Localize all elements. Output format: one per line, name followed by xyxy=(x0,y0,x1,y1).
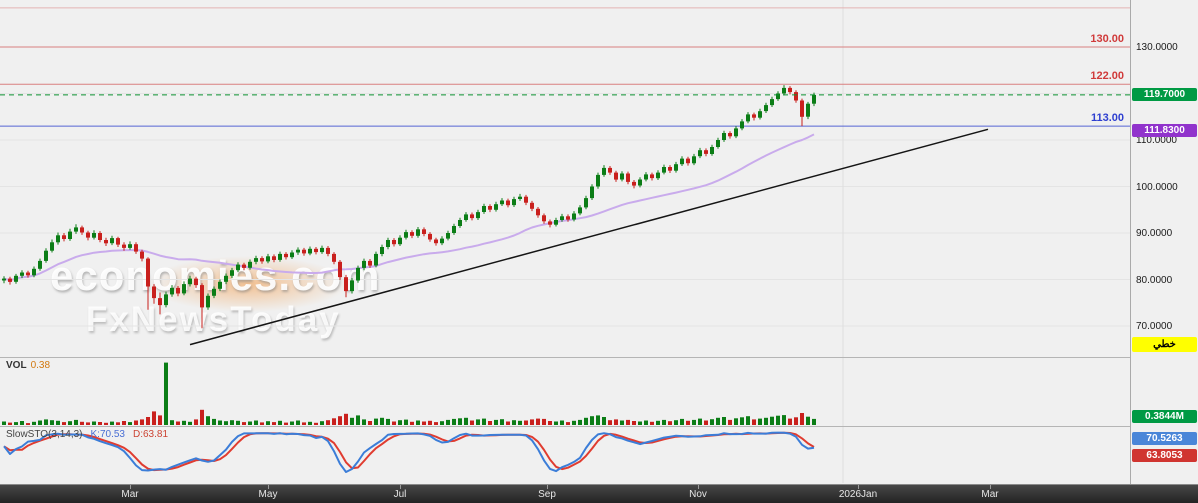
y-axis-label: 90.0000 xyxy=(1136,228,1173,239)
watermark-subbrand: FxNewsToday xyxy=(86,300,341,339)
volume-label: VOL xyxy=(6,360,27,371)
x-axis-label: Nov xyxy=(689,489,707,500)
pane-divider[interactable] xyxy=(0,426,1130,427)
volume-pane-label: VOL 0.38 xyxy=(6,360,50,371)
price-axis[interactable]: 119.7000 111.8300 خطي 0.3844M 70.5263 63… xyxy=(1130,0,1198,484)
stochastic-pane-label: SlowSTO(3,14,3) K:70.53 D:63.81 xyxy=(6,429,168,440)
price-chart-canvas[interactable] xyxy=(0,0,1130,357)
time-axis-tick xyxy=(130,485,131,489)
stochastic-chart-canvas[interactable] xyxy=(0,427,1130,483)
stochastic-d-value: D:63.81 xyxy=(133,429,169,440)
y-axis-label: 70.0000 xyxy=(1136,321,1173,332)
x-axis-label: Mar xyxy=(121,489,139,500)
y-axis-label: 80.0000 xyxy=(1136,275,1173,286)
stochastic-label: SlowSTO(3,14,3) xyxy=(6,429,83,440)
time-axis-tick xyxy=(858,485,859,489)
time-axis-tick xyxy=(547,485,548,489)
stochastic-d-badge: 63.8053 xyxy=(1132,449,1197,462)
time-axis-tick xyxy=(990,485,991,489)
price-level-label: 130.00 xyxy=(1090,33,1124,45)
x-axis-label: May xyxy=(258,489,278,500)
y-axis-label: 100.0000 xyxy=(1136,182,1178,193)
time-axis[interactable]: Mar May Jul Sep Nov 2026Jan Mar xyxy=(0,484,1198,503)
moving-average-badge: 111.8300 xyxy=(1132,124,1197,137)
volume-chart-canvas[interactable] xyxy=(0,358,1130,426)
price-level-label: 122.00 xyxy=(1090,70,1124,82)
scale-type-badge[interactable]: خطي xyxy=(1132,337,1197,352)
x-axis-label: Mar xyxy=(981,489,999,500)
x-axis-label: Jul xyxy=(393,489,407,500)
volume-badge: 0.3844M xyxy=(1132,410,1197,423)
y-axis-label: 130.0000 xyxy=(1136,42,1178,53)
time-axis-tick xyxy=(268,485,269,489)
y-axis-label: 110.0000 xyxy=(1136,135,1177,146)
time-axis-tick xyxy=(698,485,699,489)
x-axis-label: Sep xyxy=(538,489,556,500)
x-axis-label: 2026Jan xyxy=(838,489,878,500)
pane-divider[interactable] xyxy=(0,357,1130,358)
stochastic-k-badge: 70.5263 xyxy=(1132,432,1197,445)
volume-current-value: 0.38 xyxy=(30,360,51,371)
price-level-label: 113.00 xyxy=(1090,112,1124,124)
stochastic-k-value: K:70.53 xyxy=(90,429,125,440)
time-axis-tick xyxy=(400,485,401,489)
last-price-badge: 119.7000 xyxy=(1132,88,1197,101)
